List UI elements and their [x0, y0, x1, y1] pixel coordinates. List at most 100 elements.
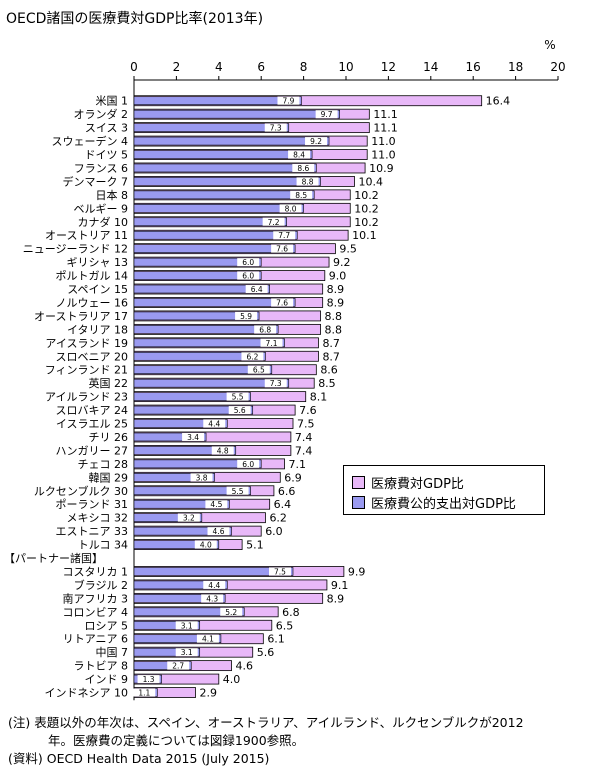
public-value-label: 6.2	[246, 352, 258, 361]
total-value-label: 6.6	[278, 485, 296, 498]
public-value-box	[264, 123, 287, 132]
total-value-label: 8.9	[327, 283, 345, 296]
public-value-label: 6.5	[253, 366, 265, 375]
bar-public	[133, 123, 290, 132]
total-value-label: 10.1	[352, 229, 377, 242]
public-value-box	[177, 513, 200, 522]
public-value-label: 4.3	[206, 594, 218, 603]
country-label: スロバキア 24	[56, 404, 129, 417]
public-value-box	[194, 540, 217, 549]
public-value-label: 4.4	[208, 420, 220, 429]
public-value-label: 4.0	[200, 541, 212, 550]
total-value-label: 4.0	[223, 673, 241, 686]
country-label: チェコ 28	[78, 458, 129, 471]
total-value-label: 10.4	[358, 175, 383, 188]
country-label: アイルランド 23	[45, 391, 128, 404]
legend-item-public: 医療費公的支出対GDP比	[352, 493, 516, 512]
public-value-box	[167, 661, 190, 670]
x-tick-label: 10	[338, 60, 353, 74]
x-tick-label: 16	[466, 60, 481, 74]
country-label: ノルウェー 16	[56, 296, 129, 309]
public-value-label: 8.0	[285, 204, 297, 213]
legend-item-total: 医療費対GDP比	[352, 473, 464, 492]
total-value-label: 8.5	[318, 377, 336, 390]
total-value-label: 9.1	[331, 579, 349, 592]
total-value-label: 8.8	[325, 323, 343, 336]
country-label: トルコ 34	[78, 539, 128, 552]
public-value-label: 6.0	[242, 258, 254, 267]
source-line: (資料) OECD Health Data 2015 (July 2015)	[8, 751, 270, 766]
public-value-label: 7.6	[276, 245, 288, 254]
bar-public	[133, 244, 296, 253]
bar-public	[133, 486, 251, 496]
bar-public	[133, 136, 330, 146]
country-label: イスラエル 25	[56, 418, 128, 431]
public-value-box	[260, 338, 283, 347]
country-label: ラトビア 8	[74, 660, 129, 673]
public-value-label: 6.4	[251, 285, 263, 294]
total-value-label: 11.1	[373, 122, 398, 135]
bar-public	[133, 499, 230, 509]
country-label: ブラジル 2	[74, 578, 128, 592]
x-tick-label: 8	[300, 60, 308, 74]
public-value-box	[201, 594, 224, 603]
legend: 医療費対GDP比 医療費公的支出対GDP比	[343, 465, 545, 515]
total-value-label: 9.5	[339, 243, 357, 256]
bar-public	[133, 163, 317, 173]
total-value-label: 8.9	[327, 592, 345, 605]
public-value-label: 8.4	[293, 151, 305, 160]
country-label: インドネシア 10	[45, 687, 129, 700]
public-value-label: 7.9	[283, 97, 295, 106]
x-unit-label: %	[544, 38, 555, 52]
public-value-label: 3.4	[187, 433, 199, 442]
public-value-label: 8.5	[295, 191, 307, 200]
total-value-label: 16.4	[486, 95, 511, 108]
public-value-label: 7.5	[274, 567, 286, 576]
bar-public	[133, 284, 270, 294]
public-value-label: 1.1	[138, 689, 150, 698]
public-value-box	[241, 352, 264, 361]
total-value-label: 10.9	[369, 162, 394, 175]
bar-public	[133, 298, 296, 307]
bar-public	[133, 338, 285, 348]
public-value-box	[245, 285, 268, 294]
bar-public	[133, 661, 192, 670]
bar-public	[133, 271, 262, 280]
bar-public	[133, 150, 313, 159]
public-value-label: 9.7	[321, 110, 333, 119]
public-value-label: 1.3	[143, 675, 155, 684]
public-value-box	[262, 217, 285, 226]
note-line-1: (注) 表題以外の年次は、スペイン、オーストラリア、アイルランド、ルクセンブルク…	[8, 715, 524, 730]
public-value-label: 4.1	[202, 635, 214, 644]
total-value-label: 8.7	[322, 337, 340, 350]
total-value-label: 5.1	[246, 539, 264, 552]
country-label: 英国 22	[89, 376, 129, 390]
bar-public	[133, 230, 298, 240]
public-value-box	[315, 110, 338, 119]
bar-public	[133, 109, 340, 119]
total-value-label: 6.4	[274, 498, 292, 511]
country-label: ルクセンブルク 30	[34, 484, 128, 498]
x-tick-label: 12	[381, 60, 396, 74]
x-tick-label: 0	[130, 60, 138, 74]
public-value-box	[205, 500, 228, 509]
x-tick-label: 20	[550, 60, 565, 74]
total-value-label: 4.6	[236, 660, 254, 673]
public-value-box	[203, 580, 226, 589]
public-value-label: 5.9	[240, 312, 252, 321]
bar-public	[133, 459, 262, 469]
country-label: オーストリア 11	[45, 229, 128, 242]
public-value-box	[175, 648, 198, 657]
public-value-label: 4.4	[208, 581, 220, 590]
country-label: ハンガリー 27	[56, 444, 129, 457]
country-label: ベルギー 9	[74, 202, 129, 215]
public-value-label: 3.1	[181, 621, 193, 630]
total-value-label: 6.8	[282, 606, 300, 619]
public-value-box	[237, 271, 260, 280]
public-value-label: 5.5	[232, 393, 244, 402]
country-label: 南アフリカ 3	[63, 592, 129, 605]
total-value-label: 10.2	[354, 202, 379, 215]
public-value-box	[203, 419, 226, 428]
legend-swatch-total	[352, 476, 365, 489]
footnotes: (注) 表題以外の年次は、スペイン、オーストラリア、アイルランド、ルクセンブルク…	[8, 714, 583, 768]
